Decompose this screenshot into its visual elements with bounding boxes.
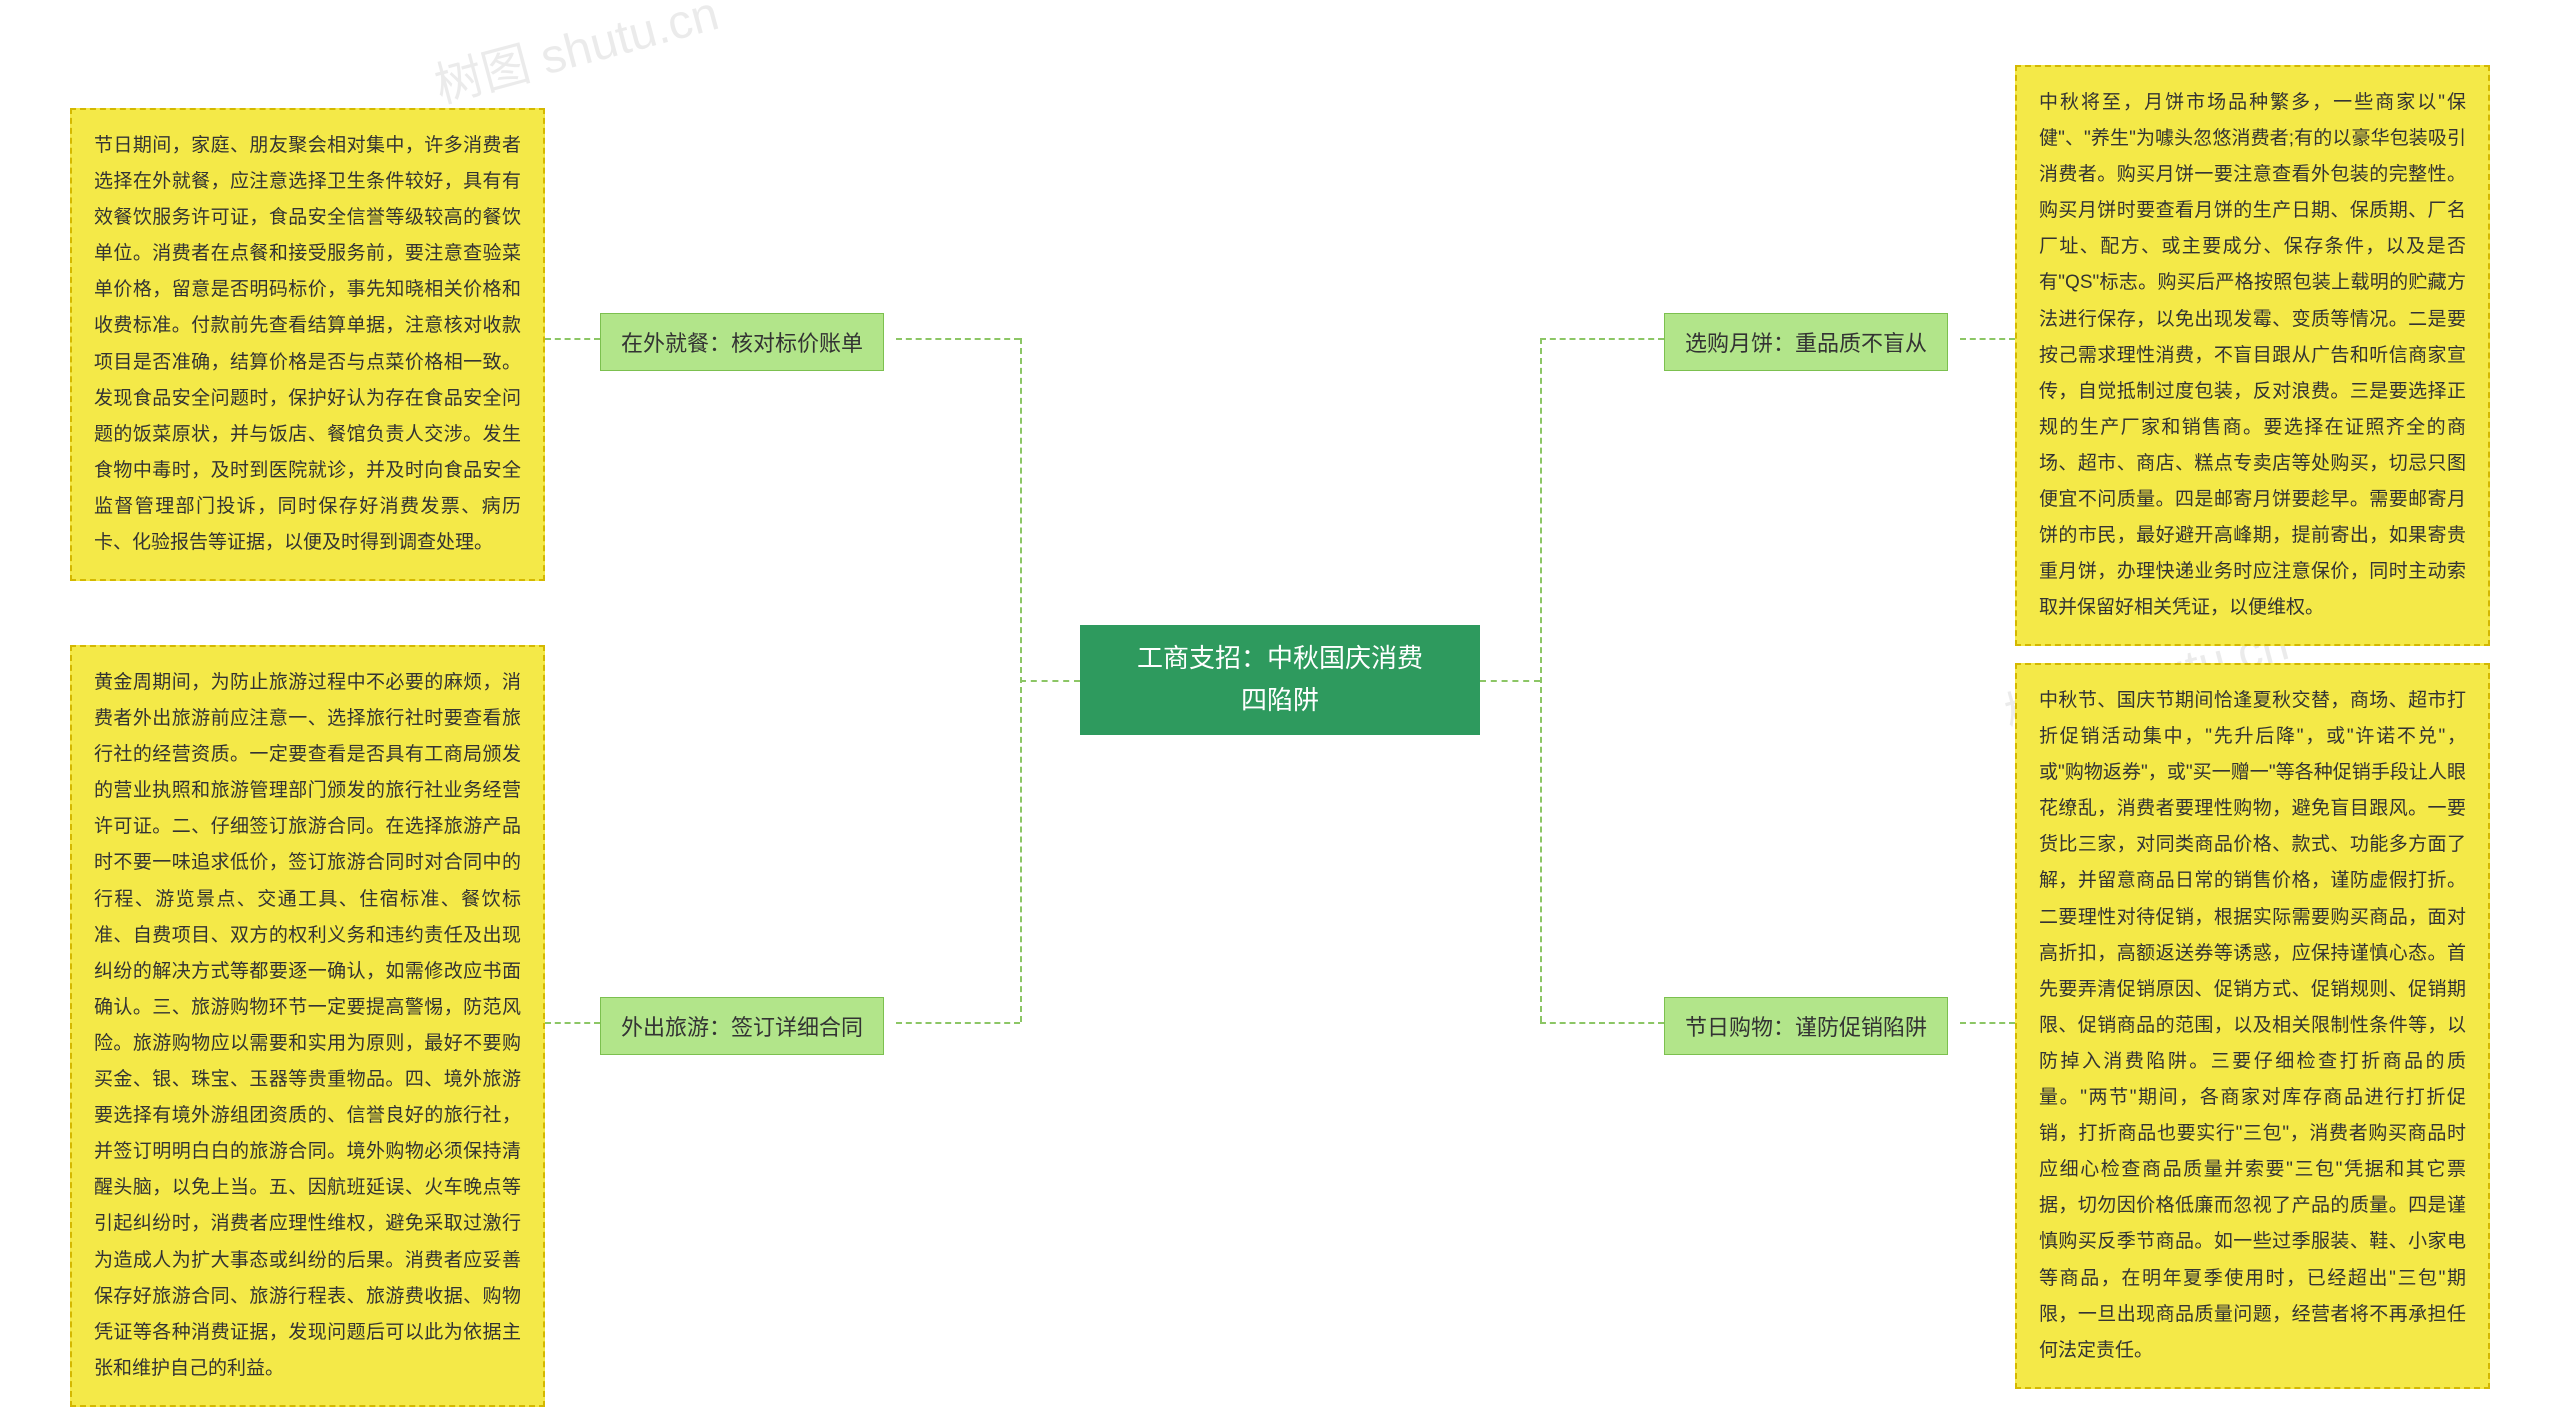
detail-right-top-text: 中秋将至，月饼市场品种繁多，一些商家以"保健"、"养生"为噱头忽悠消费者;有的以… [2039, 92, 2466, 618]
branch-right-bottom-label: 节日购物：谨防促销陷阱 [1685, 1015, 1927, 1040]
branch-right-bottom: 节日购物：谨防促销陷阱 [1664, 997, 1948, 1055]
connector-left-main [1020, 680, 1080, 682]
branch-right-top-label: 选购月饼：重品质不盲从 [1685, 331, 1927, 356]
connector-left-bottom [896, 1022, 1020, 1024]
center-label: 工商支招：中秋国庆消费四陷阱 [1137, 638, 1423, 721]
connector-right-bottom [1540, 1022, 1664, 1024]
branch-right-top: 选购月饼：重品质不盲从 [1664, 313, 1948, 371]
branch-left-bottom: 外出旅游：签订详细合同 [600, 997, 884, 1055]
detail-left-bottom-text: 黄金周期间，为防止旅游过程中不必要的麻烦，消费者外出旅游前应注意一、选择旅行社时… [94, 672, 521, 1379]
detail-left-top-text: 节日期间，家庭、朋友聚会相对集中，许多消费者选择在外就餐，应注意选择卫生条件较好… [94, 135, 521, 553]
connector-left-top [896, 338, 1020, 340]
detail-right-bottom: 中秋节、国庆节期间恰逢夏秋交替，商场、超市打折促销活动集中，"先升后降"，或"许… [2015, 663, 2490, 1389]
branch-left-top: 在外就餐：核对标价账单 [600, 313, 884, 371]
detail-left-bottom: 黄金周期间，为防止旅游过程中不必要的麻烦，消费者外出旅游前应注意一、选择旅行社时… [70, 645, 545, 1407]
watermark: 树图 shutu.cn [426, 0, 725, 116]
connector-lb-detail [545, 1022, 600, 1024]
connector-left-vertical [1020, 338, 1022, 1022]
connector-rt-detail [1960, 338, 2015, 340]
center-node: 工商支招：中秋国庆消费四陷阱 [1080, 625, 1480, 735]
detail-left-top: 节日期间，家庭、朋友聚会相对集中，许多消费者选择在外就餐，应注意选择卫生条件较好… [70, 108, 545, 581]
connector-right-main [1480, 680, 1540, 682]
connector-rb-detail [1960, 1022, 2015, 1024]
branch-left-top-label: 在外就餐：核对标价账单 [621, 331, 863, 356]
detail-right-top: 中秋将至，月饼市场品种繁多，一些商家以"保健"、"养生"为噱头忽悠消费者;有的以… [2015, 65, 2490, 646]
branch-left-bottom-label: 外出旅游：签订详细合同 [621, 1015, 863, 1040]
detail-right-bottom-text: 中秋节、国庆节期间恰逢夏秋交替，商场、超市打折促销活动集中，"先升后降"，或"许… [2039, 690, 2466, 1361]
connector-right-top [1540, 338, 1664, 340]
connector-lt-detail [545, 338, 600, 340]
connector-right-vertical [1540, 338, 1542, 1022]
